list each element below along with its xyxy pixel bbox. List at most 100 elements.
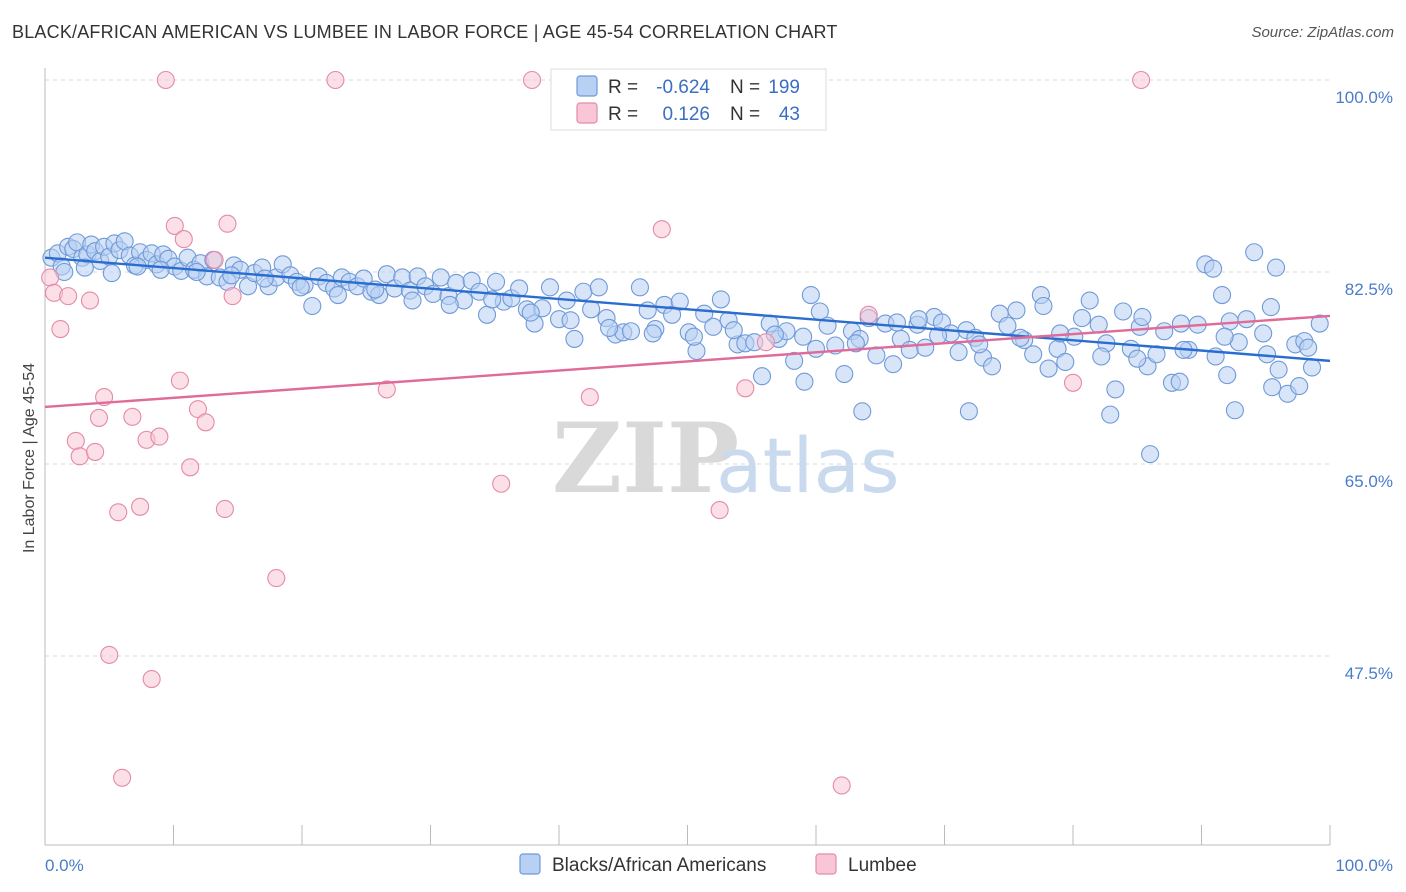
data-point xyxy=(959,402,978,421)
data-point xyxy=(1089,315,1108,334)
series-lumbee-points xyxy=(41,70,1151,795)
data-point xyxy=(100,645,119,664)
data-point xyxy=(326,70,345,90)
data-point xyxy=(846,334,865,353)
data-point xyxy=(223,287,242,306)
data-point xyxy=(86,442,105,461)
y-tick-labels: 100.0% 82.5% 65.0% 47.5% xyxy=(1335,88,1393,683)
data-point xyxy=(1063,373,1083,392)
data-point xyxy=(431,268,450,287)
bottom-legend-lumbee: Lumbee xyxy=(848,855,917,876)
data-point xyxy=(205,250,224,269)
data-point xyxy=(1290,377,1309,396)
data-point xyxy=(1269,360,1288,379)
data-point xyxy=(303,296,322,316)
bottom-legend-swatch-lumbee xyxy=(815,853,837,875)
data-point xyxy=(1266,258,1286,277)
data-point xyxy=(1302,358,1322,377)
data-point xyxy=(328,285,348,305)
data-point xyxy=(1299,338,1318,357)
data-point xyxy=(835,364,854,384)
watermark-atlas: atlas xyxy=(716,421,900,510)
data-point xyxy=(580,388,599,407)
data-point xyxy=(1128,349,1147,368)
data-point xyxy=(582,300,601,319)
data-point xyxy=(630,278,650,297)
data-point xyxy=(51,320,70,339)
data-point xyxy=(900,340,919,359)
data-point xyxy=(1204,259,1223,278)
data-point xyxy=(1101,405,1120,424)
data-point xyxy=(1310,314,1329,333)
data-point xyxy=(970,335,989,354)
data-point xyxy=(41,268,60,287)
legend-r-label: R = xyxy=(608,77,638,98)
bottom-legend-swatch-blacks xyxy=(519,853,541,875)
data-point xyxy=(89,408,109,427)
legend-r-value: 0.126 xyxy=(662,104,710,125)
grid-lines xyxy=(45,79,1330,657)
data-point xyxy=(102,264,121,283)
data-point xyxy=(440,295,459,314)
data-point xyxy=(574,282,593,301)
data-point xyxy=(756,333,775,352)
data-point xyxy=(710,501,729,520)
data-point xyxy=(196,413,215,432)
data-point xyxy=(1213,285,1232,305)
data-point xyxy=(1007,301,1026,320)
data-point xyxy=(600,318,619,338)
data-point xyxy=(643,324,662,343)
bottom-legend-blacks: Blacks/African Americans xyxy=(552,855,766,876)
data-point xyxy=(75,258,94,277)
data-point xyxy=(806,339,826,358)
y-axis-label: In Labor Force | Age 45-54 xyxy=(21,363,38,553)
data-point xyxy=(267,569,286,588)
data-point xyxy=(1024,345,1043,364)
data-point xyxy=(565,329,584,348)
data-point xyxy=(801,285,820,305)
data-point xyxy=(1106,380,1125,399)
trend-line-1 xyxy=(44,314,1331,409)
trend-line-0 xyxy=(44,256,1331,363)
data-point xyxy=(1215,327,1234,346)
data-point xyxy=(1261,298,1280,317)
data-point xyxy=(1133,307,1152,327)
data-point xyxy=(151,260,170,279)
data-point xyxy=(998,316,1017,335)
data-point xyxy=(377,380,396,399)
top-legend: R = -0.624 N = 199 R = 0.126 N = 43 xyxy=(550,68,827,131)
data-point xyxy=(156,70,175,90)
data-point xyxy=(1072,309,1092,328)
y-tick-label: 47.5% xyxy=(1345,664,1393,683)
legend-r-label: R = xyxy=(608,104,638,125)
data-point xyxy=(170,371,189,390)
data-point xyxy=(131,497,150,516)
watermark-zip: ZIP xyxy=(552,402,739,515)
data-point xyxy=(794,327,813,346)
data-point xyxy=(215,499,234,519)
data-point xyxy=(1171,314,1190,333)
data-point xyxy=(1245,243,1264,262)
data-point xyxy=(785,351,804,370)
data-point xyxy=(887,313,907,332)
data-point xyxy=(670,292,689,311)
data-point xyxy=(621,322,641,341)
data-point xyxy=(795,372,814,391)
data-point xyxy=(1056,352,1075,372)
data-point xyxy=(1237,310,1256,329)
data-point xyxy=(291,278,310,297)
data-point xyxy=(859,305,878,324)
data-point xyxy=(909,310,928,329)
data-point xyxy=(1225,401,1244,420)
legend-r-value: -0.624 xyxy=(656,77,710,98)
x-tick-label: 0.0% xyxy=(45,856,84,875)
data-point xyxy=(1034,296,1053,316)
data-point xyxy=(540,278,560,297)
data-point xyxy=(165,216,184,235)
data-point xyxy=(174,230,193,249)
axes xyxy=(44,68,1331,846)
data-point xyxy=(752,367,772,386)
data-point xyxy=(561,311,580,330)
data-point xyxy=(109,503,128,522)
